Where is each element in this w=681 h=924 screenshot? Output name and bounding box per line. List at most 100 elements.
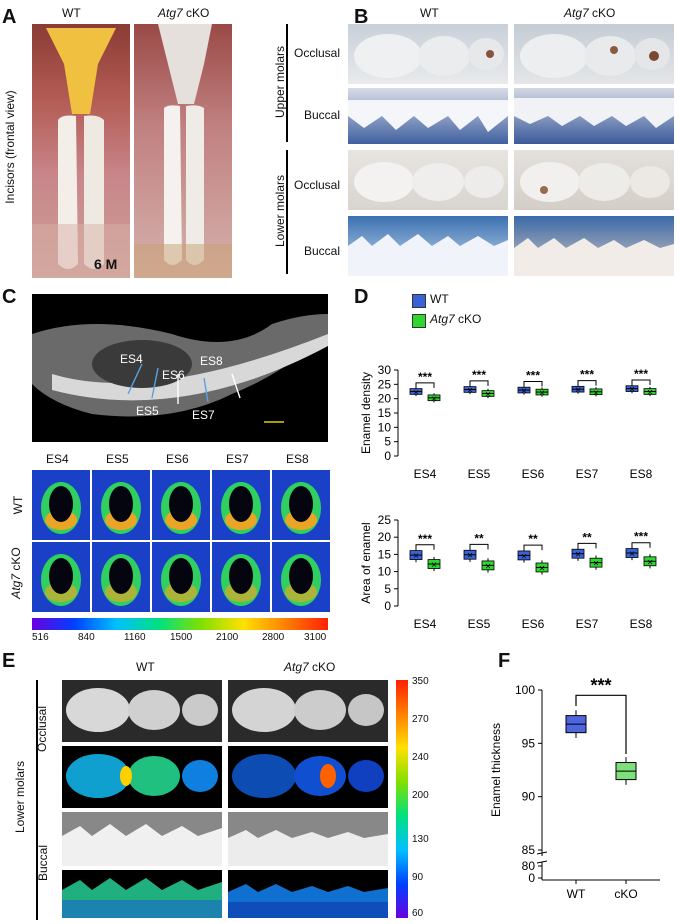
panel-label-b: B (354, 6, 369, 28)
heatmap-grid (32, 470, 332, 614)
box-mean-marker: × (521, 551, 527, 562)
incisor-wt-illustration (32, 28, 130, 278)
section-label-es5-overlay: ES5 (136, 404, 159, 418)
e-buccal-ko-teeth (228, 830, 388, 866)
box-mean-marker: × (629, 549, 635, 560)
e-buccal-wt-heatmap (62, 870, 222, 918)
significance-bracket (577, 542, 597, 549)
section-label-es6-overlay: ES6 (162, 368, 185, 382)
box-mean-marker: × (575, 550, 581, 561)
y-tick-label: 5 (384, 435, 391, 449)
cbar-tick-2800: 2800 (262, 632, 285, 643)
density-colorbar (32, 618, 328, 630)
pulp-cavity (289, 558, 313, 594)
thickness-colorbar (396, 680, 408, 918)
panel-a-ylabel: Incisors (frontal view) (3, 90, 17, 204)
y-tick-label: 30 (378, 363, 392, 377)
y-tick-label: 85 (522, 843, 536, 857)
cbar-tick-3100: 3100 (304, 632, 327, 643)
upper-molars-label: Upper molars (273, 45, 287, 119)
y-tick-label: 20 (378, 392, 392, 406)
row-label-wt: WT (11, 495, 25, 515)
y-axis-label: Enamel thickness (489, 723, 503, 817)
y-tick-label: 5 (384, 582, 391, 596)
panel-e-row-buccal: Buccal (36, 844, 50, 882)
e-occlusal-ko-heat (232, 754, 384, 798)
e-buccal-wt-heat (62, 878, 222, 918)
age-label: 6 M (94, 256, 118, 272)
lower-buccal-ko-teeth (514, 238, 674, 276)
lower-molars-bracket (286, 150, 288, 274)
e-occlusal-ko-teeth (232, 688, 384, 732)
e-occlusal-ko-gray (228, 680, 388, 742)
significance-bracket (415, 544, 435, 550)
y-tick-label: 80 (522, 859, 536, 873)
heatmap-grid-svg (32, 470, 330, 612)
legend-swatch-ko (412, 314, 426, 328)
e-buccal-wt-teeth (62, 824, 222, 866)
lower-buccal-ko (514, 216, 674, 276)
y-tick-label: 25 (378, 377, 392, 391)
e-occlusal-wt-heat (66, 754, 218, 798)
panel-a-wt-header: WT (62, 6, 81, 20)
e-buccal-ko-heatmap (228, 870, 388, 918)
e-occlusal-wt-teeth (66, 688, 218, 732)
upper-occlusal-wt (348, 24, 508, 84)
significance-label: ** (474, 531, 484, 545)
significance-bracket (469, 380, 489, 386)
box-mean-marker: × (467, 551, 473, 562)
row-label-occlusal-upper: Occlusal (294, 46, 341, 60)
col-es8: ES8 (286, 452, 309, 466)
panel-label-d: D (354, 286, 369, 308)
col-es4: ES4 (46, 452, 69, 466)
pulp-cavity (229, 486, 253, 522)
significance-bracket (577, 380, 597, 386)
y-axis-label: Enamel density (359, 372, 373, 454)
x-tick-label: ES8 (630, 617, 653, 631)
e-tick-350: 350 (412, 676, 429, 687)
x-tick-label: ES8 (630, 467, 653, 481)
panel-b-wt-header: WT (420, 6, 439, 20)
panel-e-ko-header: Atg7 cKO (284, 660, 336, 674)
cbar-tick-1500: 1500 (170, 632, 193, 643)
x-tick-label: ES4 (414, 617, 437, 631)
box-mean-marker: × (593, 559, 599, 570)
legend-label-wt: WT (430, 292, 449, 306)
panel-e-wt-header: WT (136, 660, 155, 674)
box-mean-marker: × (413, 388, 419, 399)
panel-e-group-label: Lower molars (13, 760, 27, 834)
pulp-cavity (169, 486, 193, 522)
pulp-cavity (169, 558, 193, 594)
incisor-photo-ko (134, 24, 232, 278)
lower-occlusal-ko (514, 150, 674, 210)
upper-buccal-ko-teeth (514, 98, 674, 128)
box-mean-marker: × (539, 388, 545, 399)
panel-label-e: E (2, 650, 16, 672)
section-label-es8-overlay: ES8 (200, 354, 223, 368)
panel-label-a: A (2, 6, 17, 28)
e-occlusal-wt-heatmap (62, 746, 222, 808)
section-label-es4-overlay: ES4 (120, 352, 143, 366)
lower-occlusal-ko-teeth (520, 162, 670, 202)
e-buccal-ko-heat (228, 884, 388, 918)
y-tick-label: 10 (378, 420, 392, 434)
significance-label: *** (472, 368, 486, 382)
box-chart-f: 080 85 90 95 100 Enamel thickness WT cKO *** (489, 675, 660, 901)
col-es5: ES5 (106, 452, 129, 466)
box-mean-marker: × (593, 388, 599, 399)
cbar-tick-840: 840 (78, 632, 95, 643)
significance-bracket (469, 543, 489, 550)
x-tick-label: ES6 (522, 467, 545, 481)
x-tick-label: ES4 (414, 467, 437, 481)
panel-e-row-occlusal: Occlusal (35, 706, 49, 753)
upper-buccal-wt (348, 88, 508, 144)
significance-bracket (575, 694, 627, 754)
box-mean-marker: × (539, 563, 545, 574)
box-mean-marker: × (485, 561, 491, 572)
significance-bracket (415, 382, 435, 388)
significance-bracket (523, 380, 543, 387)
y-tick-label: 15 (378, 547, 392, 561)
upper-occlusal-wt-teeth (354, 34, 504, 78)
panel-e-bracket (36, 680, 38, 920)
